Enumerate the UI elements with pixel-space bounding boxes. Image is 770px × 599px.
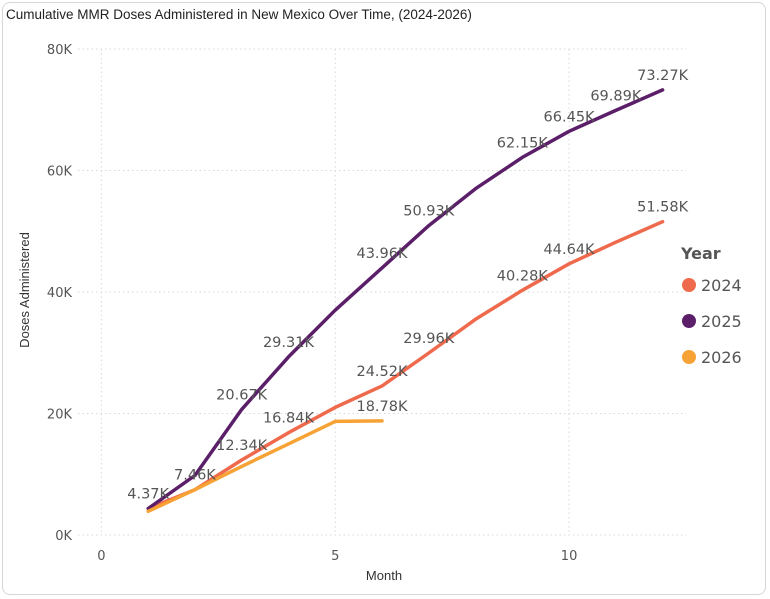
- series-line-2024: [146, 219, 665, 511]
- data-label: 43.96K: [356, 246, 408, 262]
- data-label: 69.89K: [590, 88, 642, 104]
- y-axis-label: Doses Administered: [17, 232, 32, 348]
- data-label: 12.34K: [216, 438, 268, 454]
- y-tick-label: 0K: [55, 529, 72, 544]
- data-label: 40.28K: [497, 268, 549, 284]
- x-axis-ticks: 0 5 10: [97, 549, 577, 564]
- data-label: 73.27K: [637, 68, 689, 84]
- chart-title: Cumulative MMR Doses Administered in New…: [6, 7, 472, 22]
- y-tick-label: 80K: [47, 43, 73, 58]
- data-label: 51.58K: [637, 200, 689, 216]
- legend: Year 2024 2025 2026: [680, 244, 742, 367]
- data-label: 62.15K: [497, 135, 549, 151]
- data-label: 24.52K: [356, 364, 408, 380]
- x-axis-label: Month: [366, 568, 402, 583]
- legend-label-2025: 2025: [701, 312, 742, 331]
- x-tick-label: 0: [97, 549, 105, 564]
- data-label: 50.93K: [403, 204, 455, 220]
- data-label: 16.84K: [263, 411, 315, 427]
- x-tick-label: 5: [331, 549, 339, 564]
- legend-label-2024: 2024: [701, 276, 742, 295]
- data-label: 29.96K: [403, 331, 455, 347]
- data-label: 18.78K: [356, 399, 408, 415]
- y-tick-label: 20K: [47, 408, 73, 423]
- data-label: 66.45K: [544, 109, 596, 125]
- legend-marker-2026: [682, 350, 696, 364]
- series-line-2025: [146, 88, 665, 511]
- data-label: 20.67K: [216, 387, 268, 403]
- y-tick-label: 60K: [47, 165, 73, 180]
- y-axis-ticks: 0K 20K 40K 60K 80K: [47, 43, 73, 544]
- legend-marker-2025: [682, 314, 696, 328]
- data-label: 44.64K: [544, 242, 596, 258]
- legend-marker-2024: [682, 278, 696, 292]
- data-label: 29.31K: [263, 335, 315, 351]
- y-tick-label: 40K: [47, 286, 73, 301]
- data-label: 4.37K: [127, 486, 169, 502]
- series-line-2026: [146, 419, 384, 514]
- series-lines: [146, 88, 665, 514]
- legend-title: Year: [680, 244, 721, 263]
- gridlines: [78, 48, 686, 536]
- data-label: 7.46K: [174, 468, 216, 484]
- legend-label-2026: 2026: [701, 348, 742, 367]
- x-tick-label: 10: [561, 549, 578, 564]
- data-labels: 12.34K 16.84K 24.52K 29.96K 40.28K 44.64K 51.5…: [127, 68, 688, 503]
